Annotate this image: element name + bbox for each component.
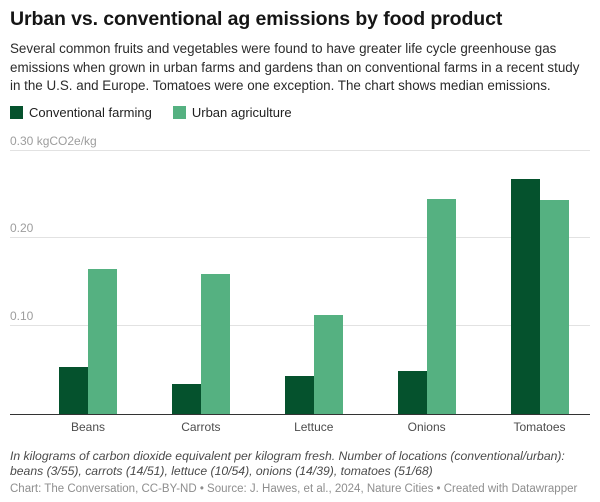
bar-group-carrots (171, 151, 230, 414)
legend-label: Conventional farming (29, 105, 152, 120)
conventional-bar-lettuce (284, 375, 314, 414)
bar-group-onions (397, 151, 456, 414)
page-title: Urban vs. conventional ag emissions by f… (10, 8, 503, 30)
urban-bar-tomatoes (539, 199, 569, 414)
conventional-bar-carrots (171, 383, 201, 414)
conventional-bar-onions (397, 370, 427, 414)
y-tick-label: 0.30 kgCO2e/kg (10, 133, 97, 148)
conventional-bar-tomatoes (510, 178, 540, 414)
y-tick-label: 0.20 (10, 221, 34, 236)
legend-label: Urban agriculture (191, 105, 292, 120)
x-axis-label-tomatoes: Tomatoes (513, 419, 566, 434)
x-axis-label-carrots: Carrots (181, 419, 221, 434)
x-axis-label-lettuce: Lettuce (294, 419, 334, 434)
x-axis-label-onions: Onions (407, 419, 446, 434)
x-axis-labels: Beans Carrots Lettuce Onions Tomatoes (10, 415, 590, 437)
footnote: In kilograms of carbon dioxide equivalen… (10, 448, 565, 478)
bar-group-tomatoes (510, 151, 569, 414)
urban-bar-beans (88, 268, 117, 414)
bar-group-beans (59, 151, 117, 414)
legend-item-conventional: Conventional farming (10, 105, 152, 120)
bar-chart-plot-area: 0.10 0.20 0.30 kgCO2e/kg (10, 134, 590, 415)
conventional-bar-beans (59, 367, 88, 414)
chart-legend: Conventional farming Urban agriculture (10, 105, 590, 121)
gridline (10, 237, 590, 239)
urban-bar-lettuce (313, 315, 343, 414)
credit-line: Chart: The Conversation, CC-BY-ND • Sour… (10, 483, 578, 496)
x-axis-label-beans: Beans (70, 419, 106, 434)
gridline (10, 149, 590, 151)
urban-bar-carrots (200, 274, 230, 414)
chart-description: Several common fruits and vegetables wer… (10, 41, 580, 93)
urban-bar-onions (426, 198, 456, 414)
legend-swatch-icon (10, 106, 23, 119)
legend-item-urban: Urban agriculture (172, 105, 292, 120)
gridline (10, 324, 590, 326)
y-tick-label: 0.10 (10, 308, 34, 323)
bar-group-lettuce (284, 151, 343, 414)
legend-swatch-icon (172, 106, 186, 119)
